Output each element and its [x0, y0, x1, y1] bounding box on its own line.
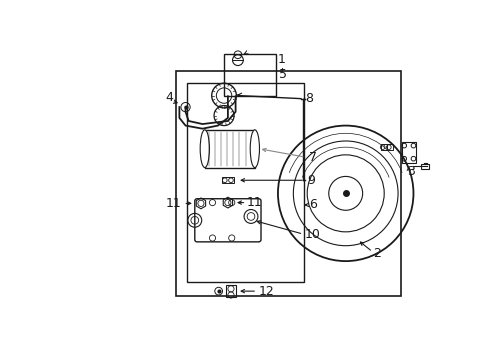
- Bar: [224, 54, 276, 96]
- Bar: [176, 71, 400, 296]
- Bar: [204, 130, 254, 168]
- Bar: [386, 144, 393, 150]
- Text: 3: 3: [407, 165, 414, 177]
- Text: 8: 8: [305, 92, 312, 105]
- Ellipse shape: [250, 130, 259, 167]
- Text: 10: 10: [305, 228, 320, 240]
- Text: 2: 2: [372, 247, 380, 260]
- Text: 11: 11: [246, 196, 263, 209]
- Ellipse shape: [200, 130, 209, 167]
- Bar: [221, 177, 234, 183]
- Text: 11: 11: [165, 197, 182, 210]
- Bar: [226, 285, 235, 297]
- Bar: [420, 164, 428, 169]
- Bar: [187, 83, 304, 282]
- Bar: [380, 144, 386, 150]
- Text: 1: 1: [277, 53, 285, 66]
- Text: 9: 9: [306, 174, 314, 187]
- Text: 7: 7: [308, 150, 316, 164]
- Text: 12: 12: [258, 285, 274, 298]
- Text: 4: 4: [165, 91, 173, 104]
- Text: 6: 6: [308, 198, 316, 211]
- Bar: [401, 142, 415, 163]
- Text: 5: 5: [279, 68, 287, 81]
